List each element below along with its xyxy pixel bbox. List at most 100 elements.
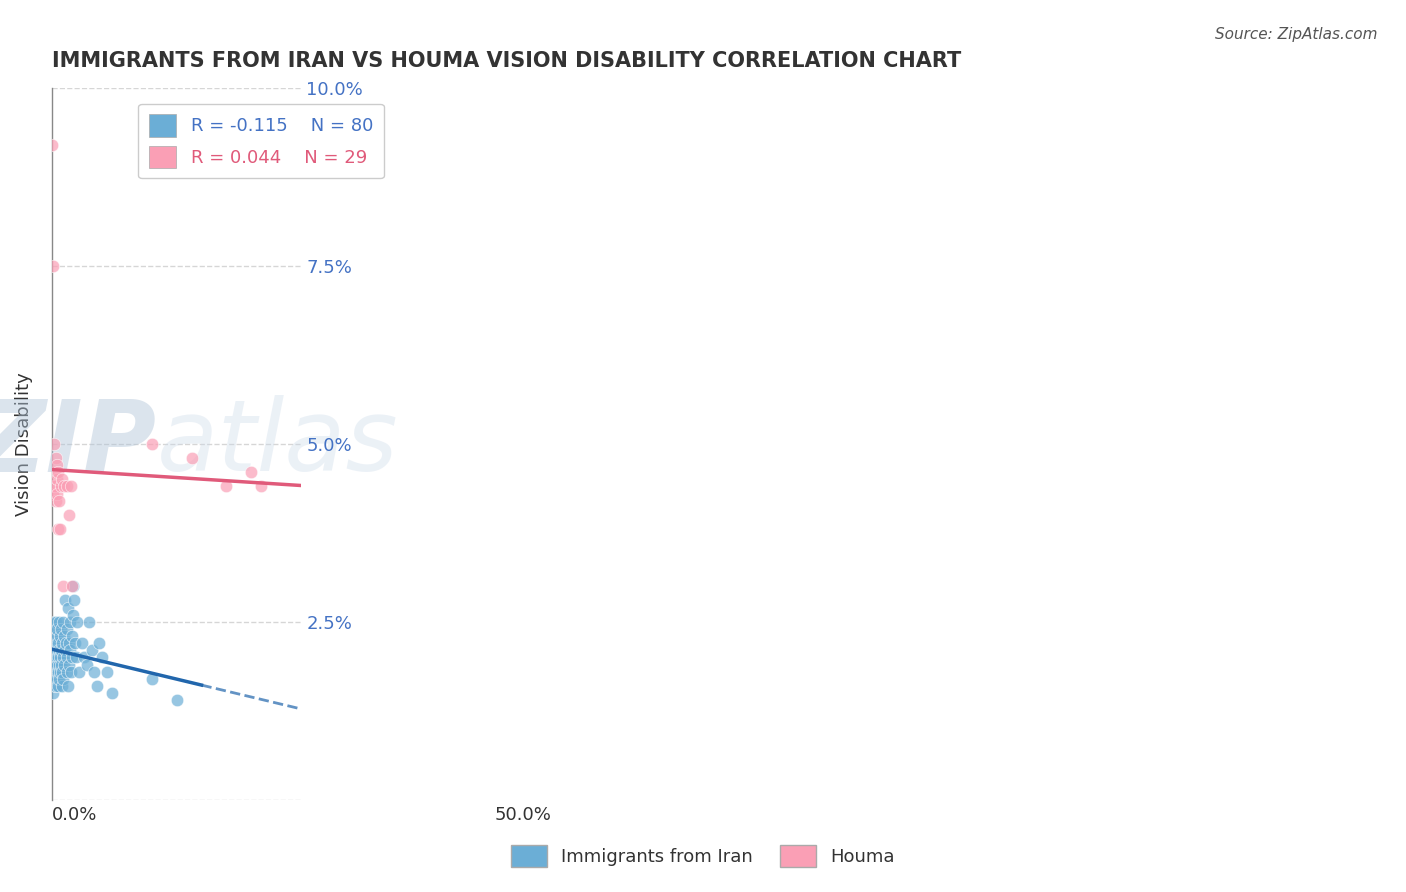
Point: [65, 650, 87, 665]
Point: [44, 679, 66, 693]
Point: [41, 137, 63, 152]
Point: [42, 486, 65, 500]
Point: [45, 486, 67, 500]
Point: [51, 665, 73, 679]
Point: [44, 643, 66, 657]
Point: [44, 629, 66, 643]
Point: [45, 636, 67, 650]
Point: [55, 479, 77, 493]
Point: [100, 686, 122, 700]
Point: [96, 665, 118, 679]
Point: [48, 657, 70, 672]
Point: [80, 643, 103, 657]
Point: [49, 622, 72, 636]
Point: [55, 622, 77, 636]
Text: atlas: atlas: [156, 395, 398, 492]
Point: [58, 508, 80, 522]
Point: [59, 479, 82, 493]
Point: [180, 450, 202, 465]
Point: [41, 650, 63, 665]
Point: [166, 693, 188, 707]
Point: [60, 629, 83, 643]
Point: [55, 636, 77, 650]
Point: [45, 679, 67, 693]
Point: [45, 650, 67, 665]
Point: [52, 650, 75, 665]
Legend: R = -0.115    N = 80, R = 0.044    N = 29: R = -0.115 N = 80, R = 0.044 N = 29: [138, 103, 384, 178]
Point: [45, 450, 67, 465]
Text: ZIP: ZIP: [0, 395, 156, 492]
Point: [51, 472, 73, 486]
Point: [56, 679, 79, 693]
Point: [52, 672, 75, 686]
Point: [240, 465, 263, 479]
Point: [45, 472, 67, 486]
Point: [46, 458, 69, 472]
Point: [83, 665, 105, 679]
Point: [63, 636, 86, 650]
Point: [53, 657, 76, 672]
Point: [141, 672, 163, 686]
Point: [62, 579, 84, 593]
Point: [58, 600, 80, 615]
Point: [45, 643, 67, 657]
Point: [44, 436, 66, 450]
Point: [56, 650, 79, 665]
Point: [53, 479, 76, 493]
Point: [66, 615, 89, 629]
Point: [52, 579, 75, 593]
Point: [44, 657, 66, 672]
Point: [90, 650, 112, 665]
Point: [60, 650, 83, 665]
Point: [70, 636, 93, 650]
Point: [45, 629, 67, 643]
Point: [46, 650, 69, 665]
Point: [45, 493, 67, 508]
Point: [141, 436, 163, 450]
Legend: Immigrants from Iran, Houma: Immigrants from Iran, Houma: [503, 838, 903, 874]
Point: [67, 665, 90, 679]
Point: [48, 615, 70, 629]
Point: [52, 615, 75, 629]
Point: [42, 636, 65, 650]
Text: IMMIGRANTS FROM IRAN VS HOUMA VISION DISABILITY CORRELATION CHART: IMMIGRANTS FROM IRAN VS HOUMA VISION DIS…: [52, 51, 960, 70]
Point: [44, 622, 66, 636]
Point: [46, 672, 69, 686]
Point: [46, 636, 69, 650]
Point: [53, 643, 76, 657]
Point: [49, 479, 72, 493]
Point: [59, 615, 82, 629]
Point: [250, 479, 273, 493]
Point: [51, 679, 73, 693]
Point: [42, 259, 65, 273]
Point: [48, 643, 70, 657]
Point: [42, 479, 65, 493]
Point: [51, 643, 73, 657]
Point: [46, 665, 69, 679]
Point: [86, 679, 108, 693]
Point: [59, 643, 82, 657]
Point: [42, 686, 65, 700]
Point: [42, 665, 65, 679]
Point: [58, 657, 80, 672]
Point: [46, 679, 69, 693]
Point: [49, 665, 72, 679]
Point: [55, 665, 77, 679]
Point: [63, 593, 86, 607]
Point: [48, 493, 70, 508]
Point: [52, 629, 75, 643]
Point: [44, 479, 66, 493]
Point: [51, 636, 73, 650]
Point: [44, 672, 66, 686]
Point: [48, 629, 70, 643]
Y-axis label: Vision Disability: Vision Disability: [15, 372, 32, 516]
Point: [77, 615, 100, 629]
Point: [46, 522, 69, 536]
Point: [45, 665, 67, 679]
Point: [73, 650, 96, 665]
Point: [46, 622, 69, 636]
Text: Source: ZipAtlas.com: Source: ZipAtlas.com: [1215, 27, 1378, 42]
Point: [42, 615, 65, 629]
Point: [58, 636, 80, 650]
Point: [62, 607, 84, 622]
